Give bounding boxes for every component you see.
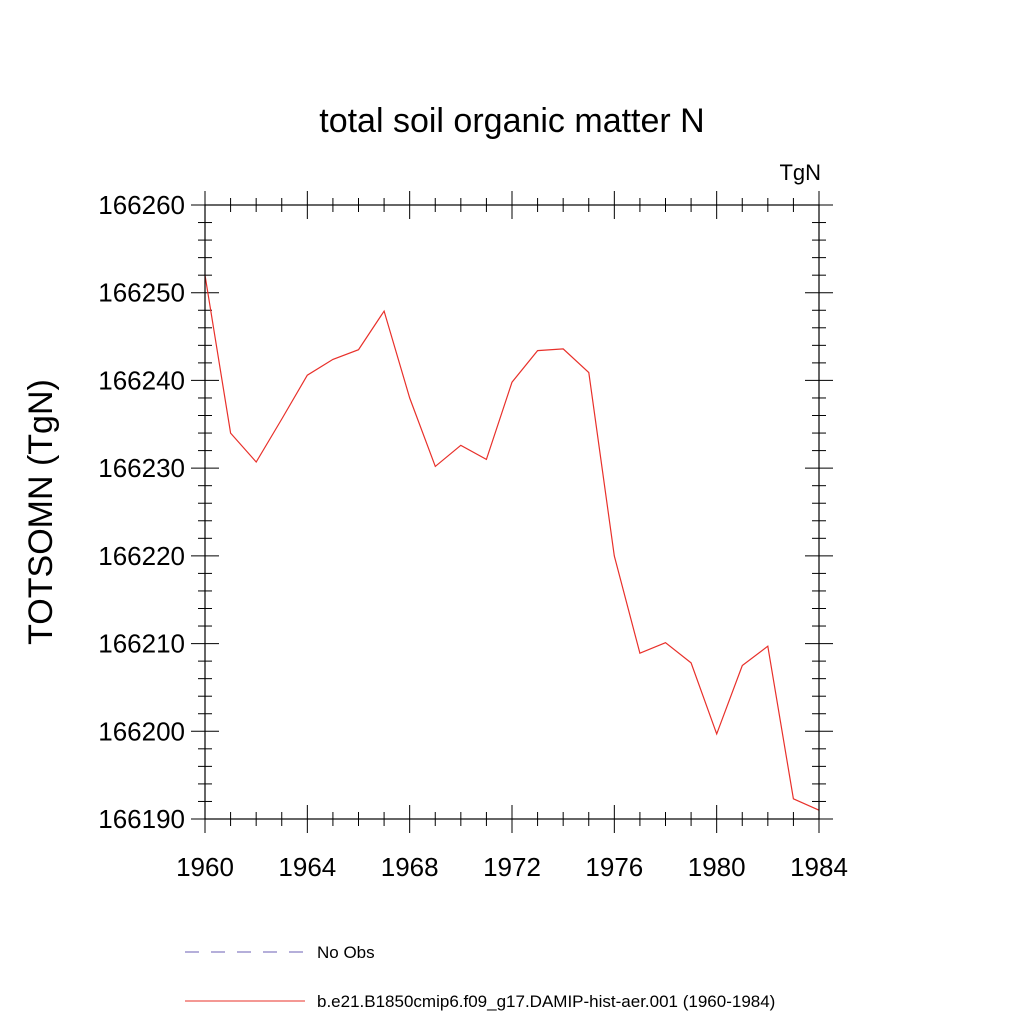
y-axis-label: TOTSOMN (TgN) bbox=[22, 379, 60, 645]
legend: No Obs b.e21.B1850cmip6.f09_g17.DAMIP-his… bbox=[185, 943, 775, 1011]
x-tick-label: 1972 bbox=[483, 852, 541, 882]
x-tick-label: 1968 bbox=[381, 852, 439, 882]
series-line-2 bbox=[204, 275, 820, 811]
series-lines bbox=[204, 275, 820, 811]
chart-title: total soil organic matter N bbox=[319, 102, 705, 140]
y-tick-label: 166230 bbox=[98, 453, 185, 483]
axis-ticks bbox=[191, 191, 833, 833]
y-tick-label: 166260 bbox=[98, 190, 185, 220]
units-label: TgN bbox=[779, 160, 821, 185]
legend-label-1: No Obs bbox=[317, 943, 375, 962]
y-tick-label: 166250 bbox=[98, 278, 185, 308]
y-tick-label: 166190 bbox=[98, 804, 185, 834]
x-tick-label: 1976 bbox=[585, 852, 643, 882]
x-tick-label: 1984 bbox=[790, 852, 848, 882]
legend-label-2: b.e21.B1850cmip6.f09_g17.DAMIP-hist-aer.… bbox=[317, 992, 775, 1011]
y-tick-label: 166240 bbox=[98, 365, 185, 395]
y-tick-label: 166200 bbox=[98, 716, 185, 746]
x-tick-label: 1960 bbox=[176, 852, 234, 882]
x-tick-label: 1980 bbox=[688, 852, 746, 882]
x-tick-label: 1964 bbox=[278, 852, 336, 882]
axis-tick-labels: 166190 166200 166210 166220 166230 166240 1662… bbox=[98, 190, 848, 882]
y-tick-label: 166220 bbox=[98, 541, 185, 571]
plot-frame bbox=[204, 204, 820, 820]
y-tick-label: 166210 bbox=[98, 629, 185, 659]
